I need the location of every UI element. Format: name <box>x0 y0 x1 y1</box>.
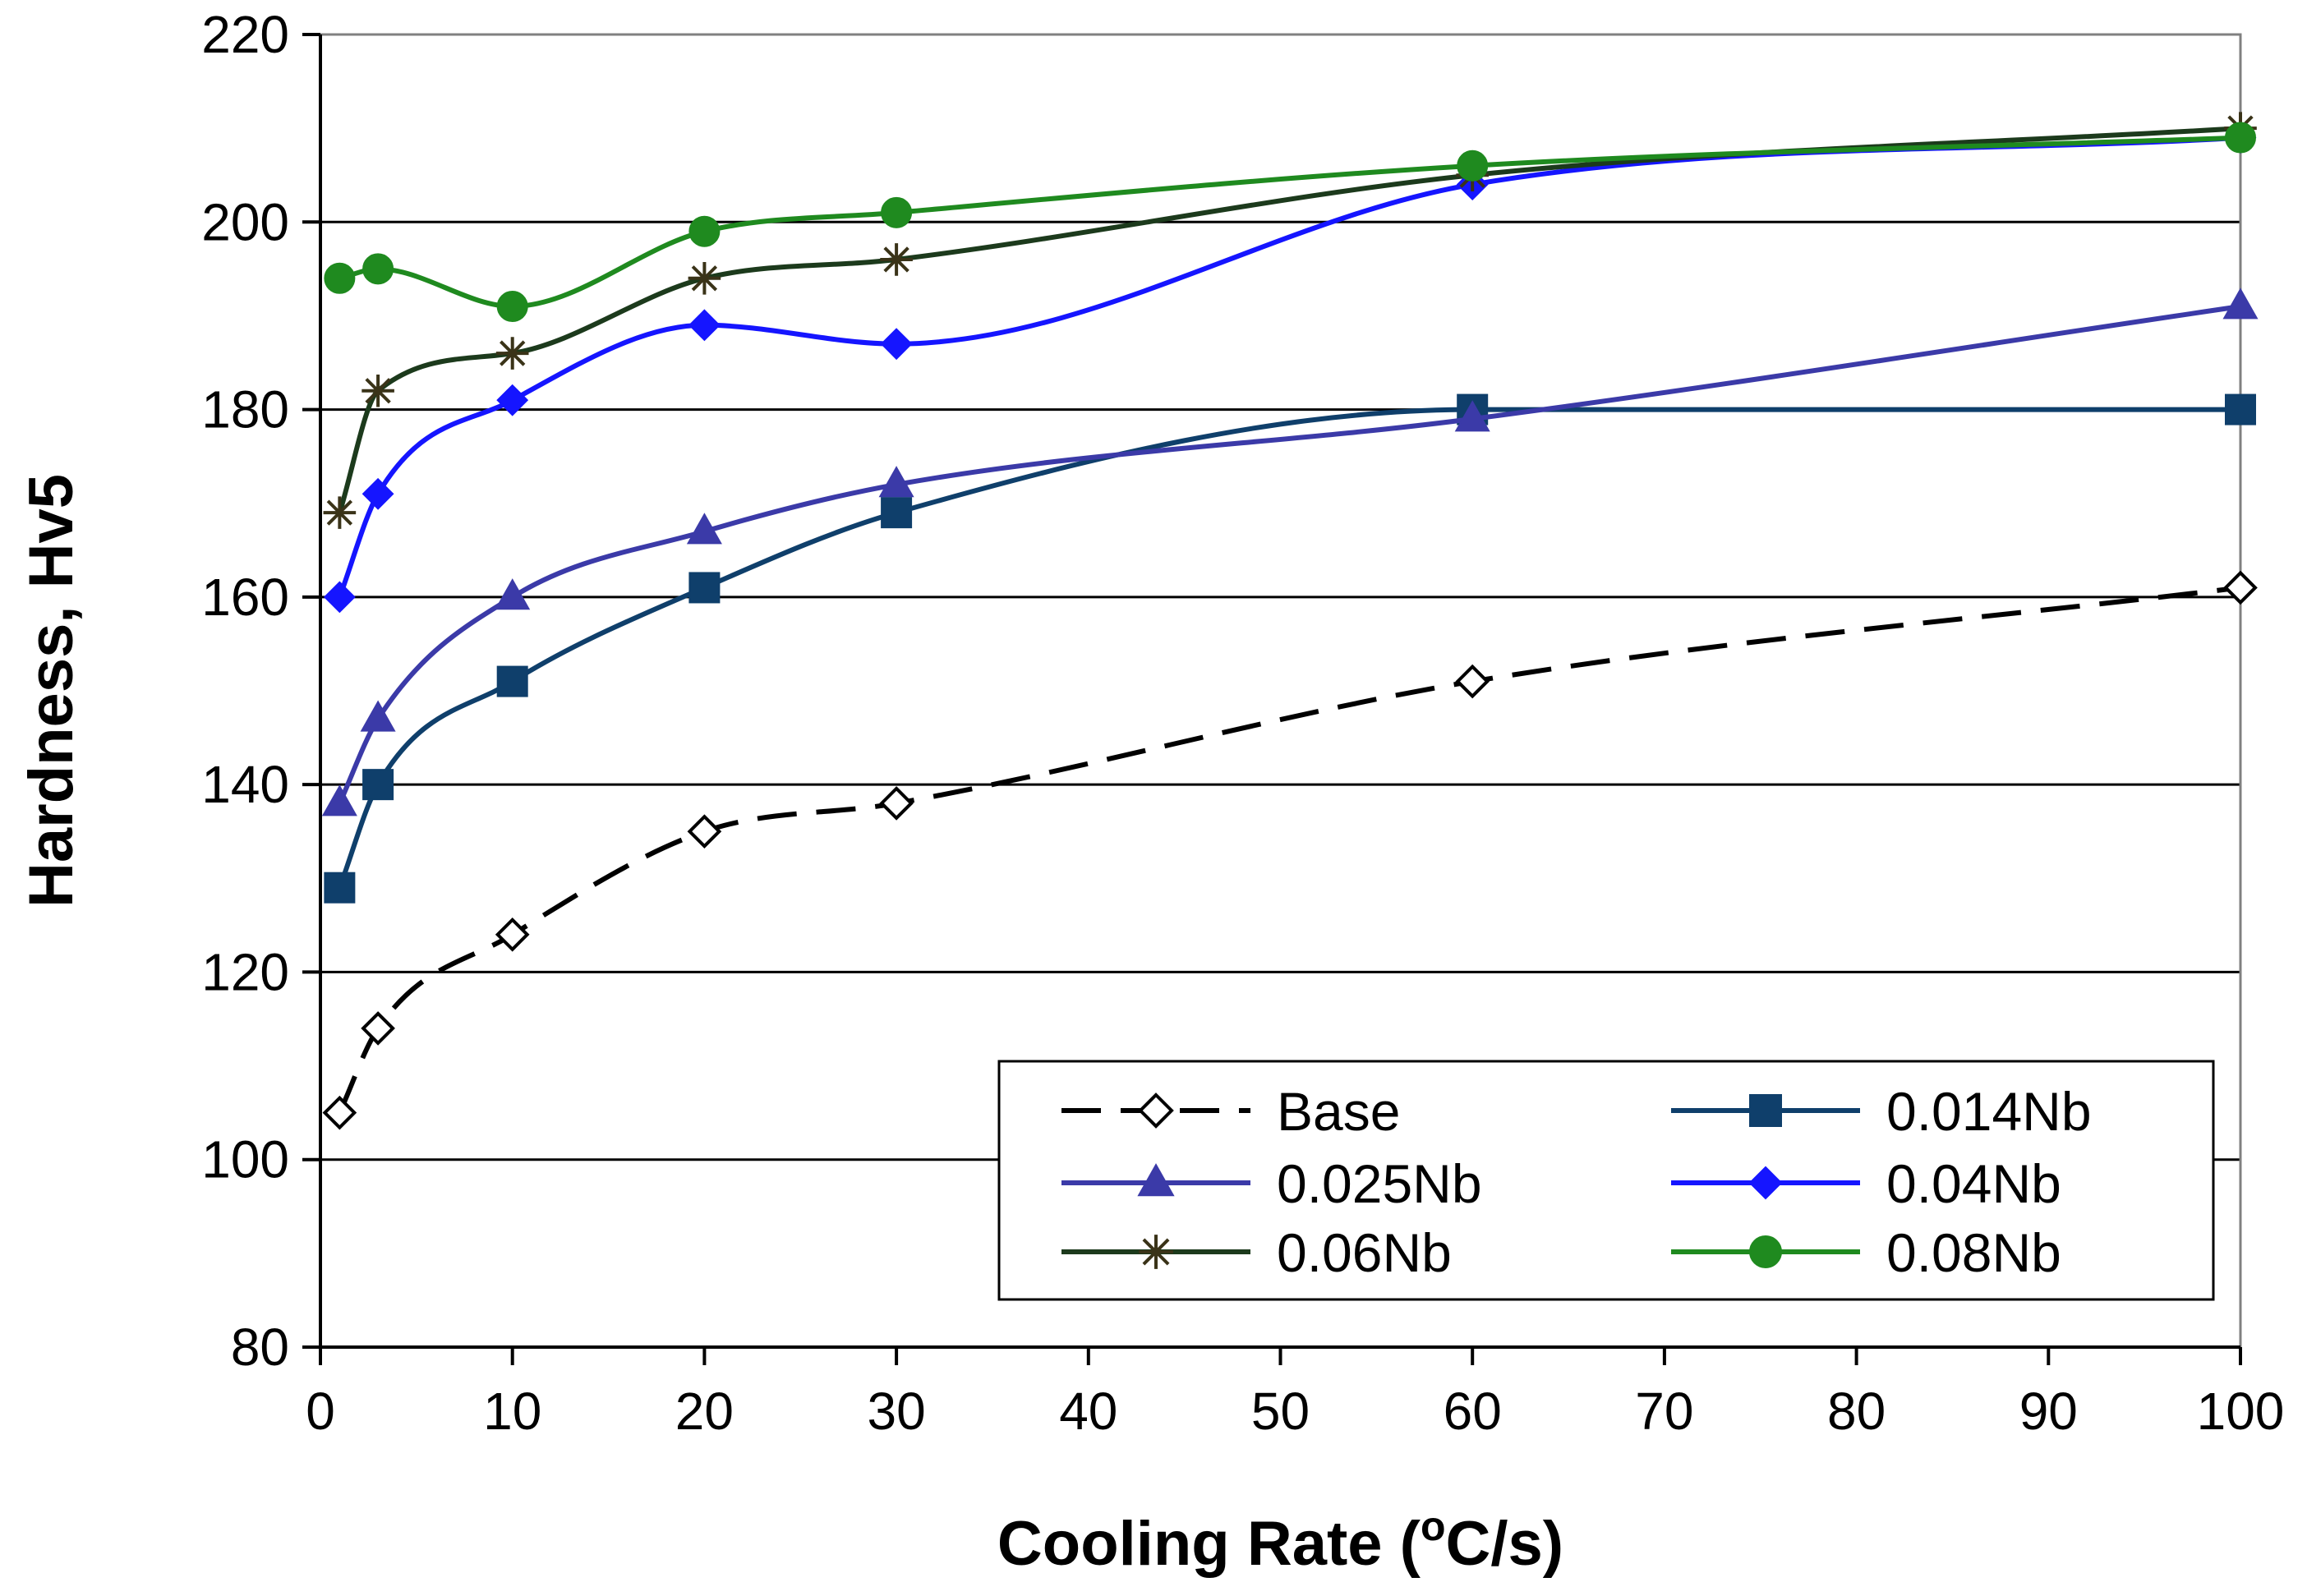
point-0-014nb-30 <box>881 497 913 529</box>
legend-label-0-06nb: 0.06Nb <box>1277 1222 1452 1283</box>
point-0-08nb-60 <box>1457 149 1489 182</box>
x-tick-label-100: 100 <box>2197 1382 2285 1441</box>
point-0-04nb-20 <box>688 309 721 342</box>
point-0-025nb-3 <box>360 700 396 732</box>
series-line-0-014nb <box>337 407 2240 889</box>
point-0-08nb-20 <box>688 215 721 247</box>
point-0-04nb-10 <box>496 384 529 416</box>
x-tick-label-60: 60 <box>1444 1382 1502 1441</box>
x-tick-label-80: 80 <box>1827 1382 1886 1441</box>
point-0-06nb-20 <box>688 261 721 295</box>
y-tick-label-160: 160 <box>201 568 289 627</box>
point-0-08nb-3 <box>362 253 394 285</box>
legend: Base 0.014Nb 0.025Nb 0.04Nb 0.06Nb 0.08Nb <box>997 1060 2215 1301</box>
legend-item-0-025nb: 0.025Nb <box>1061 1153 1482 1214</box>
legend-label-0-014nb: 0.014Nb <box>1886 1081 2092 1142</box>
x-tick-label-30: 30 <box>868 1382 926 1441</box>
point-0-014nb-10 <box>496 665 528 697</box>
point-0-06nb-3 <box>361 374 394 407</box>
x-tick-label-40: 40 <box>1059 1382 1117 1441</box>
point-0-06nb-30 <box>880 243 913 276</box>
point-base-30 <box>879 786 914 821</box>
y-axis-title: Hardness, Hv5 <box>16 474 86 908</box>
x-tick-label-90: 90 <box>2019 1382 2078 1441</box>
series-layer <box>321 112 2259 1130</box>
legend-item-0-014nb: 0.014Nb <box>1671 1081 2092 1142</box>
point-0-08nb-1 <box>324 262 356 294</box>
x-tick-label-20: 20 <box>675 1382 734 1441</box>
y-tick-label-120: 120 <box>201 942 289 1001</box>
point-0-04nb-30 <box>880 328 913 361</box>
y-tick-label-200: 200 <box>201 192 289 251</box>
point-0-014nb-3 <box>362 769 394 801</box>
legend-item-0-08nb: 0.08Nb <box>1671 1222 2061 1283</box>
legend-marker-0-025nb <box>1137 1163 1175 1197</box>
point-0-025nb-1 <box>321 784 357 816</box>
point-base-10 <box>495 917 530 952</box>
x-tick-label-0: 0 <box>306 1382 335 1441</box>
y-tick-label-220: 220 <box>201 5 289 64</box>
series-0-014nb <box>324 393 2256 904</box>
y-tick-label-140: 140 <box>201 755 289 814</box>
point-0-025nb-10 <box>495 578 531 610</box>
legend-label-0-04nb: 0.04Nb <box>1886 1153 2061 1214</box>
y-tick-label-180: 180 <box>201 380 289 439</box>
series-0-08nb <box>324 122 2256 323</box>
point-0-06nb-1 <box>323 496 357 529</box>
x-tick-label-70: 70 <box>1635 1382 1693 1441</box>
legend-marker-base <box>1138 1092 1174 1129</box>
series-line-0-025nb <box>337 304 2241 805</box>
legend-item-0-04nb: 0.04Nb <box>1671 1153 2061 1214</box>
legend-label-0-08nb: 0.08Nb <box>1886 1222 2061 1283</box>
series-line-base <box>337 585 2241 1114</box>
legend-label-0-025nb: 0.025Nb <box>1277 1153 1482 1214</box>
legend-marker-0-04nb <box>1748 1166 1783 1200</box>
legend-marker-0-014nb <box>1749 1094 1782 1127</box>
point-0-014nb-20 <box>688 572 721 604</box>
series-base <box>322 570 2258 1130</box>
y-tick-label-100: 100 <box>201 1130 289 1189</box>
legend-marker-0-06nb <box>1139 1235 1173 1269</box>
legend-marker-0-08nb <box>1749 1235 1782 1268</box>
x-tick-label-50: 50 <box>1251 1382 1310 1441</box>
point-base-3 <box>361 1011 395 1046</box>
point-0-06nb-10 <box>495 337 529 370</box>
point-0-014nb-1 <box>324 872 356 904</box>
point-0-08nb-30 <box>881 196 913 228</box>
legend-item-base: Base <box>1061 1081 1400 1142</box>
point-0-014nb-100 <box>2225 393 2256 425</box>
tick-labels: 80 100 120 140 160 180 200 220 0 10 20 30 40 50 60 70 80… <box>201 5 2284 1441</box>
point-base-20 <box>687 814 722 849</box>
point-0-025nb-100 <box>2222 287 2259 320</box>
series-0-025nb <box>321 287 2259 816</box>
point-0-08nb-10 <box>496 291 528 323</box>
point-base-100 <box>2223 570 2258 605</box>
point-0-025nb-20 <box>686 513 722 545</box>
point-base-1 <box>322 1095 357 1130</box>
legend-item-0-06nb: 0.06Nb <box>1061 1222 1452 1283</box>
point-base-60 <box>1455 664 1490 699</box>
legend-label-base: Base <box>1277 1081 1400 1142</box>
point-0-04nb-3 <box>361 477 394 510</box>
x-axis-title: Cooling Rate (oC/s) <box>997 1503 1563 1579</box>
point-0-08nb-100 <box>2225 122 2256 154</box>
axes <box>302 33 2242 1365</box>
x-tick-label-10: 10 <box>483 1382 541 1441</box>
point-0-025nb-30 <box>878 466 914 498</box>
point-0-025nb-60 <box>1454 400 1490 432</box>
y-tick-label-80: 80 <box>231 1318 289 1377</box>
point-0-04nb-1 <box>323 581 356 614</box>
